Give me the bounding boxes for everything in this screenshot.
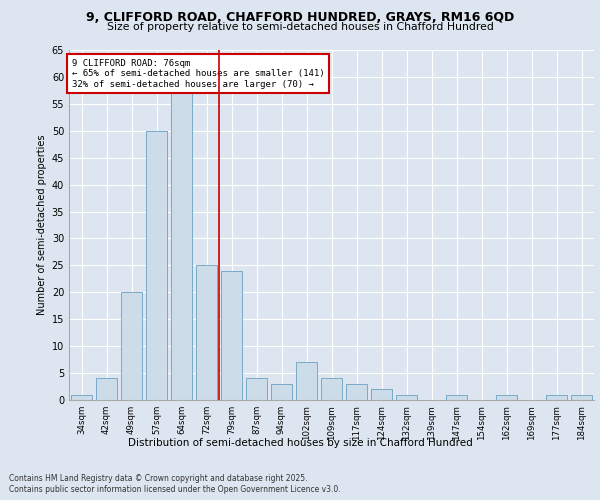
Bar xyxy=(396,394,417,400)
Bar xyxy=(96,378,117,400)
Bar xyxy=(446,394,467,400)
Bar xyxy=(246,378,267,400)
Bar xyxy=(271,384,292,400)
Bar xyxy=(321,378,342,400)
Y-axis label: Number of semi-detached properties: Number of semi-detached properties xyxy=(37,134,47,316)
Bar xyxy=(371,389,392,400)
Text: 9 CLIFFORD ROAD: 76sqm
← 65% of semi-detached houses are smaller (141)
32% of se: 9 CLIFFORD ROAD: 76sqm ← 65% of semi-det… xyxy=(71,59,324,88)
Bar xyxy=(196,266,217,400)
Bar xyxy=(146,131,167,400)
Text: Size of property relative to semi-detached houses in Chafford Hundred: Size of property relative to semi-detach… xyxy=(107,22,493,32)
Bar xyxy=(171,93,192,400)
Text: Contains HM Land Registry data © Crown copyright and database right 2025.: Contains HM Land Registry data © Crown c… xyxy=(9,474,308,483)
Text: Distribution of semi-detached houses by size in Chafford Hundred: Distribution of semi-detached houses by … xyxy=(128,438,472,448)
Bar xyxy=(221,271,242,400)
Bar xyxy=(496,394,517,400)
Bar xyxy=(296,362,317,400)
Text: 9, CLIFFORD ROAD, CHAFFORD HUNDRED, GRAYS, RM16 6QD: 9, CLIFFORD ROAD, CHAFFORD HUNDRED, GRAY… xyxy=(86,11,514,24)
Bar xyxy=(546,394,567,400)
Bar xyxy=(346,384,367,400)
Text: Contains public sector information licensed under the Open Government Licence v3: Contains public sector information licen… xyxy=(9,485,341,494)
Bar xyxy=(571,394,592,400)
Bar xyxy=(71,394,92,400)
Bar xyxy=(121,292,142,400)
